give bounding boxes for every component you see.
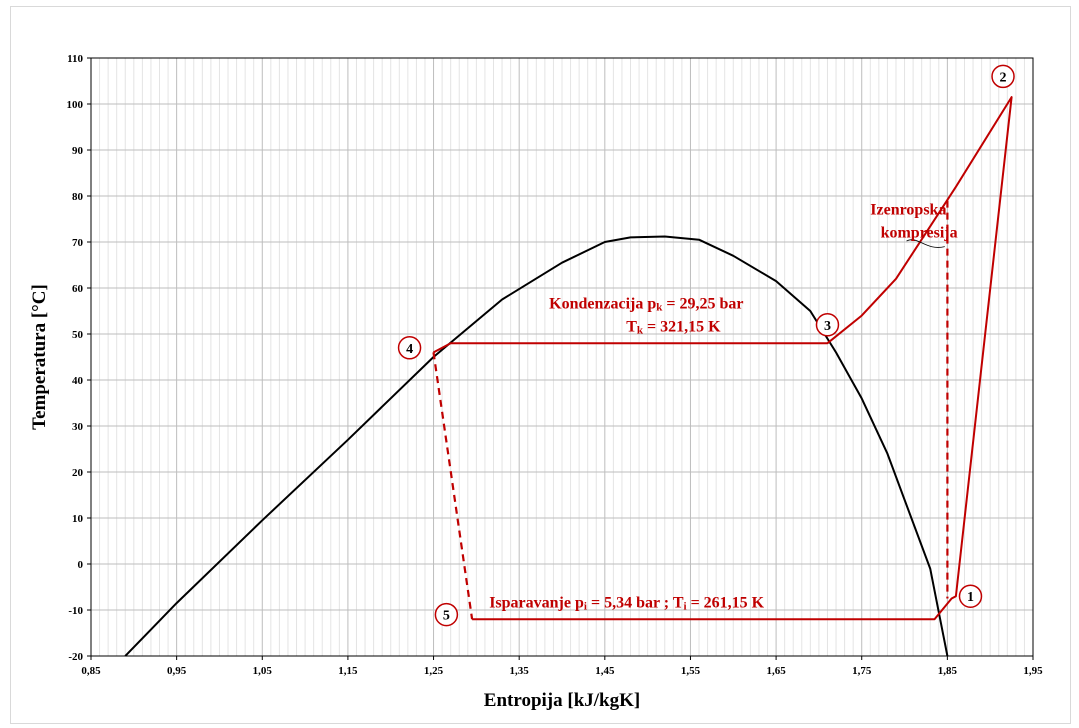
- state-point-label: 5: [443, 609, 450, 624]
- saturation-curve: [124, 235, 949, 657]
- y-tick-label: 70: [72, 237, 84, 249]
- y-tick-label: 60: [72, 283, 84, 295]
- x-tick-label: 1,75: [852, 665, 872, 677]
- annotation-text: kompresija: [881, 224, 958, 241]
- state-point-label: 2: [1000, 70, 1007, 85]
- x-tick-label: 1,15: [338, 665, 358, 677]
- state-point-circle: [434, 602, 459, 627]
- state-point-circle: [958, 584, 983, 608]
- x-tick-label: 1,45: [595, 665, 615, 677]
- annotation-leader: [906, 239, 945, 248]
- state-point-circle: [815, 313, 840, 337]
- x-tick-label: 1,05: [253, 665, 273, 677]
- x-tick-label: 0,95: [167, 665, 187, 677]
- cycle-dashed-line: [432, 352, 474, 620]
- state-point-3: 3: [815, 313, 840, 337]
- state-point-4: 4: [397, 336, 422, 360]
- state-point-circle: [397, 336, 422, 360]
- annotation-text: Tk = 321,15 K: [626, 319, 721, 337]
- x-tick-label: 1,65: [766, 665, 786, 677]
- x-tick-label: 1,35: [510, 665, 530, 677]
- t-s-diagram: 0,85 0,95 1,05 1,15 1,25 1,35 1,45 1,55 1,65 1,75…: [29, 53, 1043, 711]
- y-tick-label: 50: [72, 329, 84, 341]
- x-tick-label: 1,25: [424, 665, 444, 677]
- cycle-line: [433, 96, 1013, 621]
- y-tick-label: 100: [67, 99, 84, 111]
- y-tick-label: -20: [68, 651, 83, 663]
- annotation-text: Isparavanje pi = 5,34 bar ; Ti = 261,15 …: [489, 595, 764, 613]
- x-tick-label: 0,85: [81, 665, 101, 677]
- plot-frame: [90, 57, 1034, 657]
- chart-container: 0,85 0,95 1,05 1,15 1,25 1,35 1,45 1,55 1,65 1,75…: [10, 6, 1071, 724]
- x-axis-label: Entropija [kJ/kgK]: [484, 690, 640, 711]
- y-axis-label: Temperatura [°C]: [29, 284, 50, 430]
- x-tick-label: 1,55: [681, 665, 701, 677]
- state-point-1: 1: [958, 584, 983, 608]
- y-tick-label: 110: [67, 53, 83, 65]
- state-point-label: 3: [824, 319, 831, 334]
- x-tick-label: 1,95: [1023, 665, 1043, 677]
- y-tick-label: 30: [72, 421, 84, 433]
- y-tick-label: 0: [78, 559, 84, 571]
- annotation-text: Kondenzacija pk = 29,25 bar: [549, 296, 743, 314]
- state-point-5: 5: [434, 602, 459, 627]
- y-tick-label: 20: [72, 467, 84, 479]
- y-tick-label: 10: [72, 513, 84, 525]
- annotation-text: Izenropska: [870, 201, 946, 218]
- state-point-circle: [991, 64, 1015, 89]
- state-point-label: 4: [406, 342, 413, 357]
- y-tick-label: -10: [68, 605, 83, 617]
- y-tick-label: 80: [72, 191, 84, 203]
- state-point-2: 2: [991, 64, 1015, 89]
- y-tick-label: 40: [72, 375, 84, 387]
- grid: [90, 57, 1034, 657]
- state-point-label: 1: [967, 590, 974, 605]
- x-tick-label: 1,85: [938, 665, 958, 677]
- y-tick-label: 90: [72, 145, 84, 157]
